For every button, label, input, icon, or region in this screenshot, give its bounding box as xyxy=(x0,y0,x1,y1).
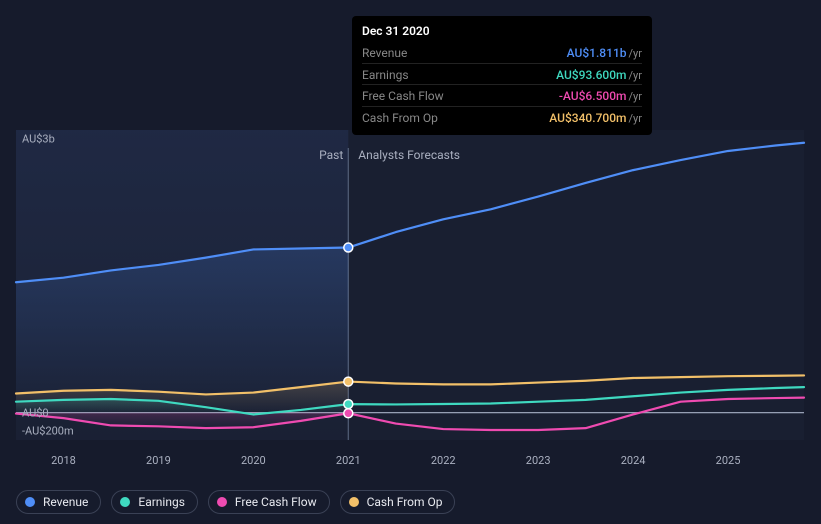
legend-label: Free Cash Flow xyxy=(235,495,317,509)
legend-label: Revenue xyxy=(43,495,88,509)
tooltip-metric-label: Revenue xyxy=(362,44,407,63)
tooltip-metric-label: Earnings xyxy=(362,66,409,85)
hover-marker-cash_from_op xyxy=(344,377,353,386)
x-tick-label: 2022 xyxy=(431,454,456,467)
legend-label: Cash From Op xyxy=(367,495,443,509)
legend-dot-icon xyxy=(217,497,227,507)
tooltip-row: Cash From Op AU$340.700m/yr xyxy=(362,106,642,128)
hover-marker-fcf xyxy=(344,409,353,418)
tooltip-suffix: /yr xyxy=(629,112,642,125)
legend-item-revenue[interactable]: Revenue xyxy=(16,490,101,514)
y-tick-label: AU$0 xyxy=(22,406,49,419)
legend-item-earnings[interactable]: Earnings xyxy=(111,490,198,514)
legend-item-fcf[interactable]: Free Cash Flow xyxy=(208,490,330,514)
financials-chart: Dec 31 2020 Revenue AU$1.811b/yr Earnings A… xyxy=(0,0,821,524)
tooltip-metric-value: -AU$6.500m xyxy=(559,89,627,103)
x-tick-label: 2021 xyxy=(336,454,361,467)
tooltip-metric-value: AU$93.600m xyxy=(556,68,626,82)
tooltip-date: Dec 31 2020 xyxy=(362,24,642,38)
tooltip-metric-value: AU$1.811b xyxy=(567,46,627,60)
tooltip-metric-label: Cash From Op xyxy=(362,109,438,128)
y-tick-label: AU$3b xyxy=(22,133,55,146)
section-label-past: Past xyxy=(288,148,343,162)
x-tick-label: 2019 xyxy=(146,454,171,467)
hover-marker-revenue xyxy=(344,243,353,252)
chart-legend: Revenue Earnings Free Cash Flow Cash From O… xyxy=(16,490,455,514)
hover-marker-earnings xyxy=(344,400,353,409)
x-tick-label: 2024 xyxy=(621,454,646,467)
tooltip-row: Earnings AU$93.600m/yr xyxy=(362,63,642,85)
tooltip-suffix: /yr xyxy=(629,47,642,60)
legend-dot-icon xyxy=(120,497,130,507)
tooltip-row: Revenue AU$1.811b/yr xyxy=(362,42,642,63)
tooltip-metric-label: Free Cash Flow xyxy=(362,87,444,106)
legend-dot-icon xyxy=(349,497,359,507)
x-tick-label: 2020 xyxy=(241,454,266,467)
legend-dot-icon xyxy=(25,497,35,507)
legend-label: Earnings xyxy=(138,495,185,509)
y-tick-label: -AU$200m xyxy=(22,424,74,437)
x-tick-label: 2023 xyxy=(526,454,551,467)
section-label-forecast: Analysts Forecasts xyxy=(358,148,460,162)
tooltip-row: Free Cash Flow -AU$6.500m/yr xyxy=(362,84,642,106)
chart-tooltip: Dec 31 2020 Revenue AU$1.811b/yr Earnings A… xyxy=(352,16,652,135)
x-tick-label: 2018 xyxy=(51,454,76,467)
x-tick-label: 2025 xyxy=(716,454,741,467)
tooltip-suffix: /yr xyxy=(629,69,642,82)
tooltip-suffix: /yr xyxy=(629,90,642,103)
tooltip-metric-value: AU$340.700m xyxy=(549,111,626,125)
legend-item-cash_from_op[interactable]: Cash From Op xyxy=(340,490,456,514)
